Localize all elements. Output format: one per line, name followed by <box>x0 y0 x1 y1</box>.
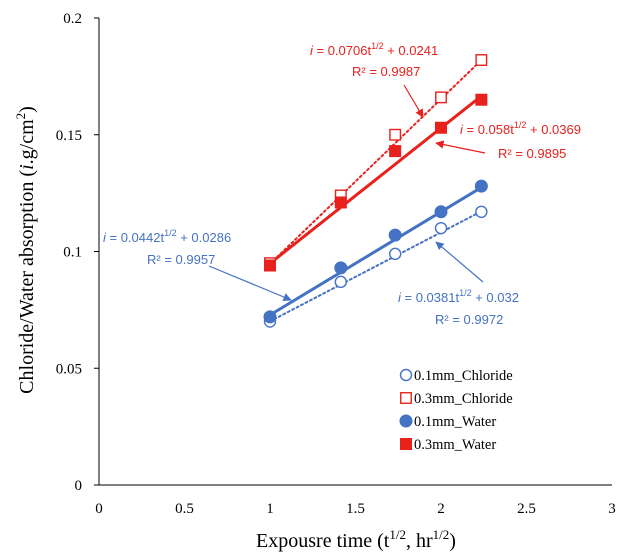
point-0.1mm-chloride <box>434 221 448 235</box>
point-0.3mm-water <box>264 259 276 272</box>
legend-marker-0.1mm-water <box>399 414 413 428</box>
fit-line-0.1mm-chloride <box>269 210 483 323</box>
point-0.1mm-chloride <box>475 205 488 219</box>
fit-line-0.3mm-water <box>269 94 483 265</box>
point-0.1mm-water <box>263 310 277 324</box>
svg-text:R² = 0.9972: R² = 0.9972 <box>435 312 503 327</box>
svg-text:R² = 0.9895: R² = 0.9895 <box>498 146 566 161</box>
point-0.1mm-water <box>474 179 488 193</box>
annotation-arrow-0.1mm-water <box>208 265 292 301</box>
annotation-arrow-0.3mm-chloride <box>403 84 424 118</box>
svg-text:i = 0.0706t1/2 + 0.0241: i = 0.0706t1/2 + 0.0241 <box>310 41 438 58</box>
legend-marker-0.1mm-chloride <box>399 368 413 382</box>
point-0.3mm-water <box>435 121 447 134</box>
y-tick-label: 0.05 <box>56 361 82 377</box>
annotation-0.1mm-chloride: i = 0.0381t1/2 + 0.032 R² = 0.9972 <box>398 288 519 327</box>
y-tick-label: 0.2 <box>63 11 82 27</box>
y-tick-label: 0 <box>75 478 83 494</box>
point-0.3mm-water <box>475 93 488 106</box>
svg-text:i = 0.0381t1/2 + 0.032: i = 0.0381t1/2 + 0.032 <box>398 288 519 305</box>
annotation-0.1mm-water: i = 0.0442t1/2 + 0.0286 R² = 0.9957 <box>103 228 231 267</box>
legend-marker-0.3mm-water <box>400 438 412 450</box>
svg-text:i = 0.058t1/2 + 0.0369: i = 0.058t1/2 + 0.0369 <box>460 120 581 137</box>
legend-label-0.3mm-chloride: 0.3mm_Chloride <box>414 391 513 407</box>
x-tick-label: 1 <box>266 501 274 517</box>
x-axis-title: Expousre time (t1/2, hr1/2) <box>256 527 456 552</box>
legend-label-0.1mm-water: 0.1mm_Water <box>414 414 496 430</box>
y-tick-label: 0.1 <box>63 245 82 261</box>
point-0.3mm-chloride <box>435 91 447 104</box>
point-0.3mm-water <box>389 145 402 158</box>
point-0.1mm-chloride <box>388 247 402 261</box>
legend: 0.1mm_Chloride 0.3mm_Chloride 0.1mm_Water 0… <box>399 368 513 453</box>
y-axis-title: Chloride/Water absorption (i.g/cm2) <box>13 106 38 394</box>
point-0.1mm-water <box>434 205 448 219</box>
point-0.1mm-water <box>334 261 348 275</box>
fit-line-0.3mm-chloride <box>269 59 483 265</box>
y-tick-label: 0.15 <box>56 128 82 144</box>
svg-text:R² = 0.9957: R² = 0.9957 <box>147 252 215 267</box>
legend-label-0.1mm-chloride: 0.1mm_Chloride <box>414 368 513 384</box>
svg-text:R² = 0.9987: R² = 0.9987 <box>352 64 420 79</box>
svg-text:i = 0.0442t1/2 + 0.0286: i = 0.0442t1/2 + 0.0286 <box>103 228 231 245</box>
point-0.3mm-water <box>334 196 347 209</box>
point-0.1mm-chloride <box>334 275 347 289</box>
annotation-arrow-0.1mm-chloride <box>435 241 484 283</box>
annotation-arrow-0.3mm-water <box>435 140 486 154</box>
point-0.3mm-chloride <box>475 54 488 66</box>
annotation-0.3mm-water: i = 0.058t1/2 + 0.0369 R² = 0.9895 <box>460 120 581 161</box>
x-tick-label: 1.5 <box>346 501 365 517</box>
annotation-0.3mm-chloride: i = 0.0706t1/2 + 0.0241 R² = 0.9987 <box>310 41 438 79</box>
point-0.1mm-water <box>388 228 402 242</box>
x-tick-label: 0.5 <box>175 501 194 517</box>
x-tick-label: 2 <box>437 501 445 517</box>
x-tick-label: 2.5 <box>517 501 536 517</box>
legend-label-0.3mm-water: 0.3mm_Water <box>414 437 496 453</box>
legend-marker-0.3mm-chloride <box>400 392 412 404</box>
point-0.3mm-chloride <box>389 128 402 141</box>
x-tick-label: 3 <box>608 501 616 517</box>
x-tick-label: 0 <box>95 501 103 517</box>
